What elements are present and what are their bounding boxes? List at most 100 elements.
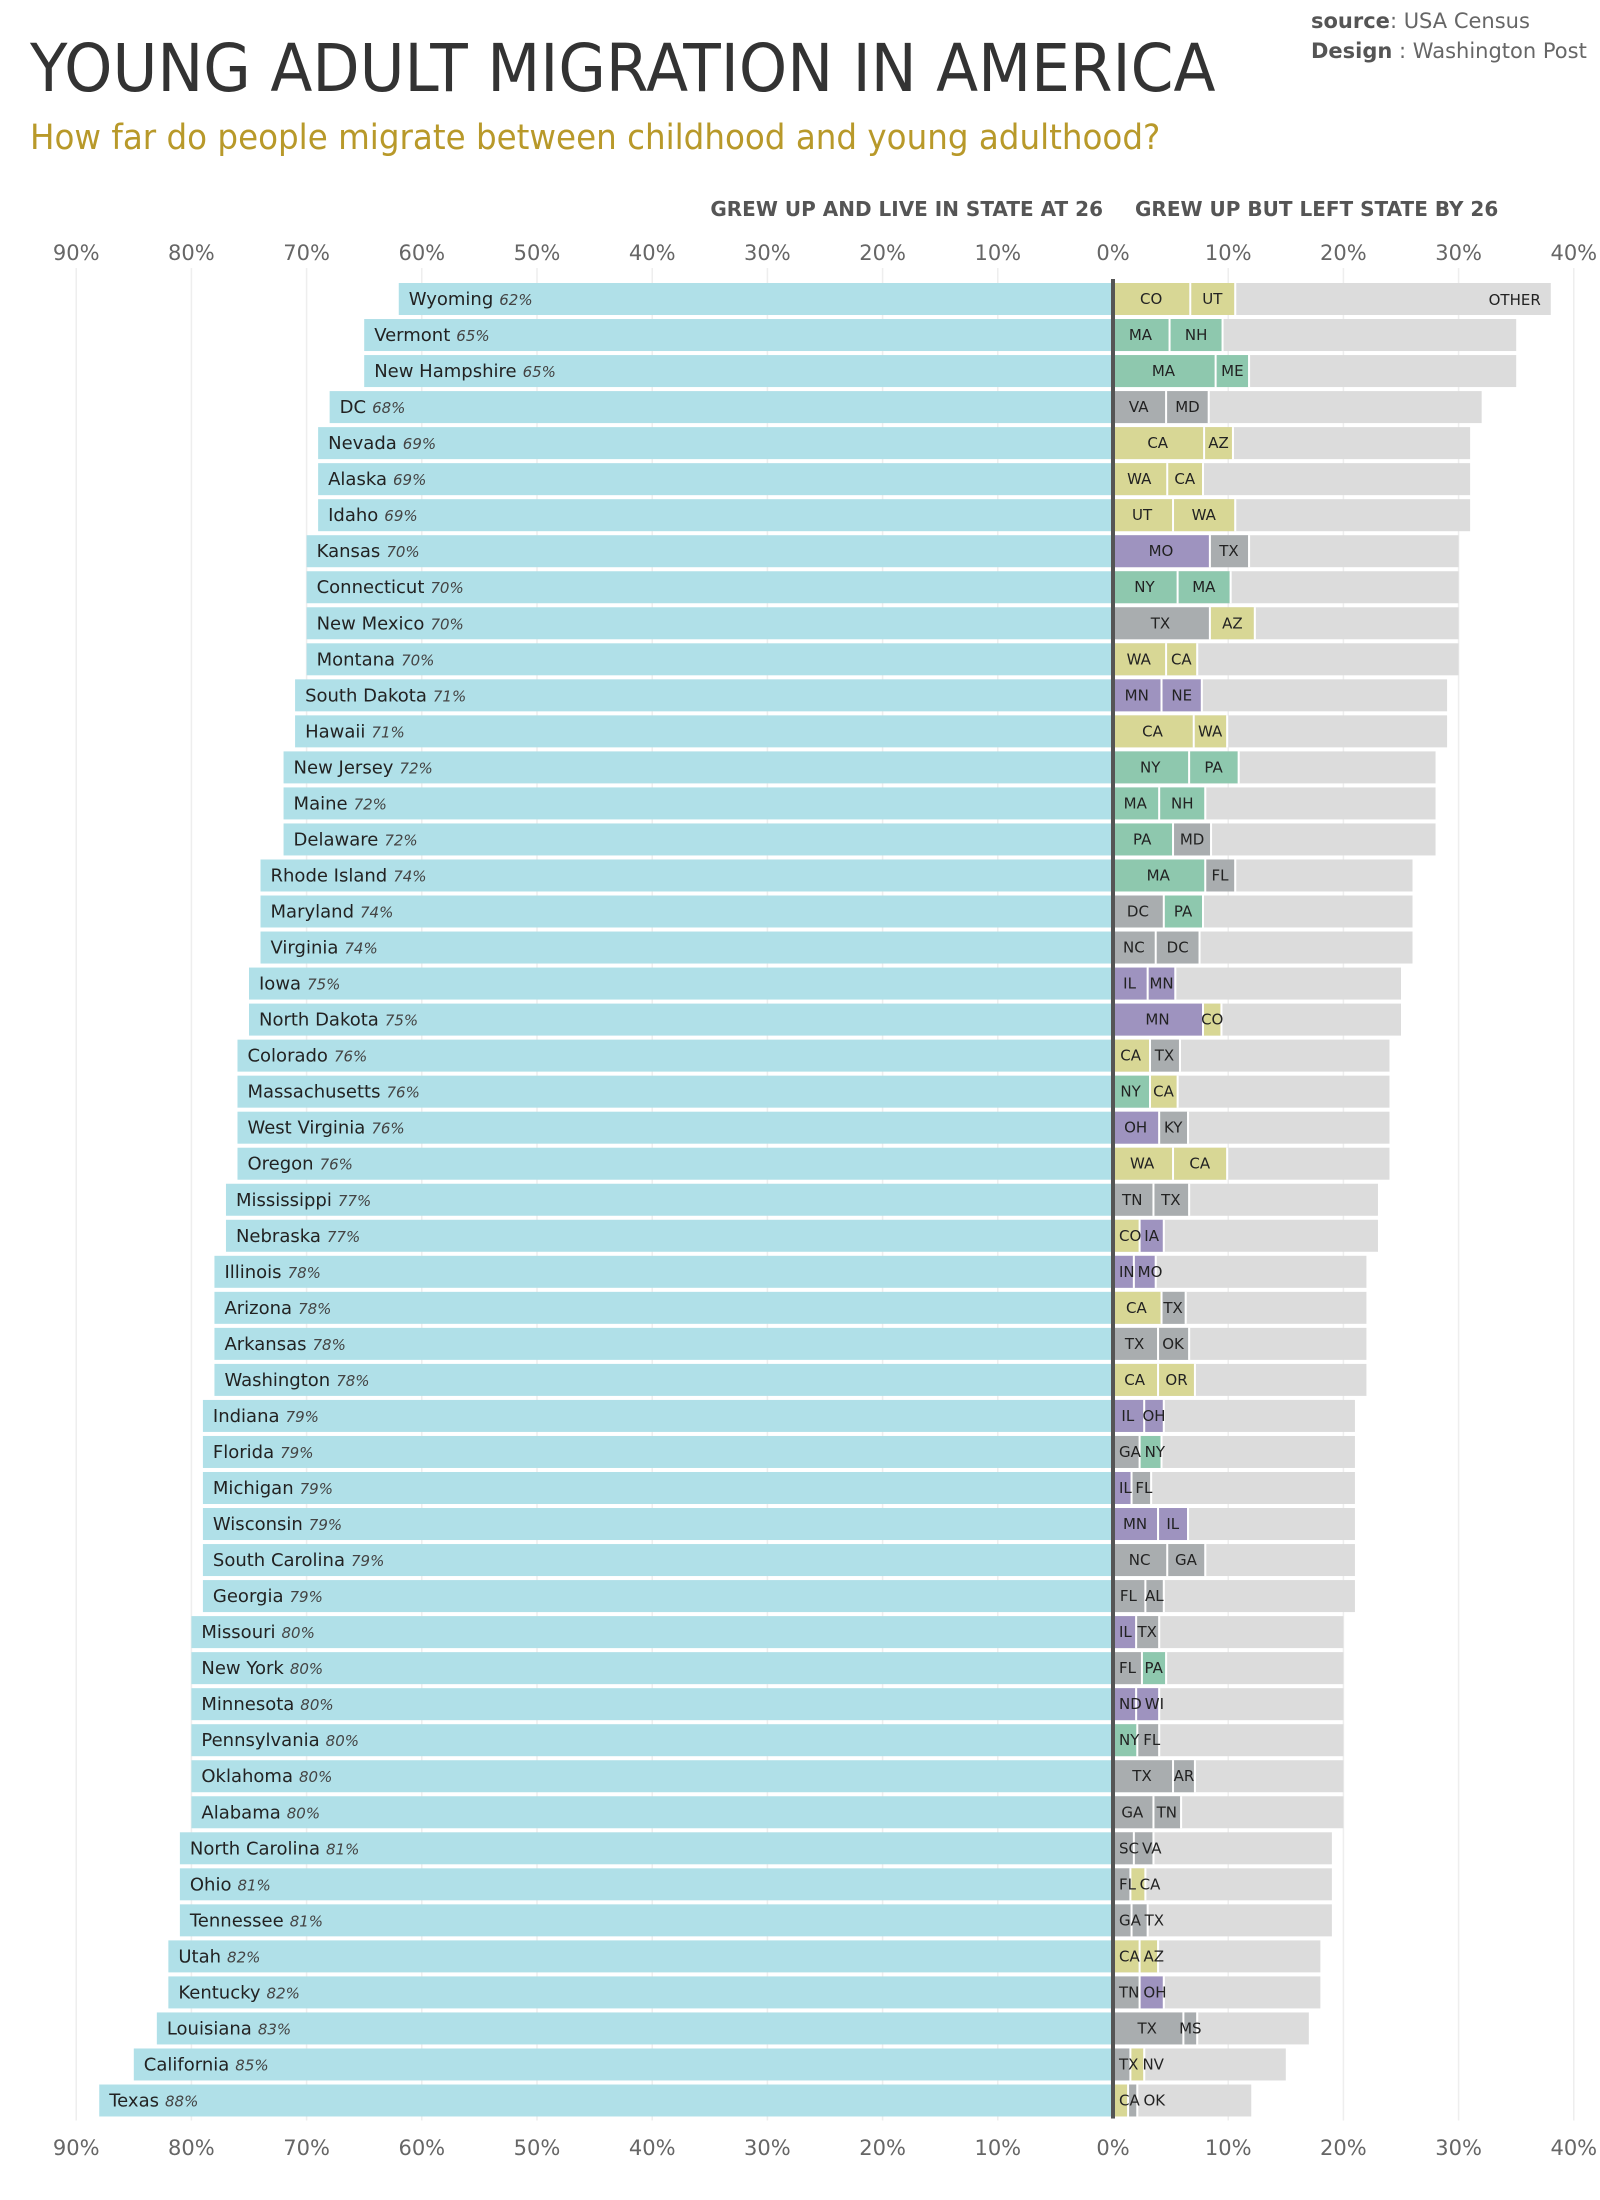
destination-label: MA <box>1152 362 1176 380</box>
destination-bar <box>1168 1544 1205 1577</box>
destination-label: TX <box>1150 614 1170 632</box>
destination-label: TX <box>1118 2055 1138 2073</box>
destination-bar <box>1113 2048 1130 2081</box>
destination-bar <box>1174 499 1235 532</box>
segment-gap <box>1146 1904 1149 1937</box>
destination-label: WA <box>1130 1155 1155 1173</box>
segment-gap <box>1135 1688 1138 1721</box>
destination-bar <box>1132 1904 1147 1937</box>
destination-label: MO <box>1138 1263 1163 1281</box>
destination-bar <box>1113 1363 1158 1396</box>
destination-label: SC <box>1119 1839 1139 1857</box>
segment-gap <box>1162 895 1165 928</box>
state-label: West Virginia 76% <box>247 1118 404 1139</box>
segment-gap <box>1165 391 1168 424</box>
destination-bar <box>1113 1904 1131 1937</box>
destination-label: IL <box>1119 1479 1132 1497</box>
destination-bar <box>1113 1940 1139 1973</box>
axis-tick-bottom: 20% <box>859 2136 906 2160</box>
state-label: Indiana 79% <box>213 1406 319 1427</box>
state-label: Michigan 79% <box>213 1478 333 1499</box>
axis-tick-bottom: 30% <box>1435 2136 1482 2160</box>
destination-label: MN <box>1123 1515 1147 1533</box>
state-label: Alaska 69% <box>328 469 426 490</box>
segment-gap <box>1138 1435 1141 1468</box>
destination-label: IL <box>1119 1623 1132 1641</box>
axis-tick-top: 70% <box>283 241 330 265</box>
stayed-bar <box>99 2084 1114 2117</box>
axis-tick-top: 0% <box>1096 241 1129 265</box>
destination-bar <box>1184 2012 1197 2045</box>
destination-bar <box>1113 751 1189 784</box>
segment-gap <box>1234 859 1237 892</box>
destination-label: GA <box>1119 1443 1142 1461</box>
destination-bar <box>1159 1508 1188 1541</box>
destination-bar <box>1140 1976 1163 2009</box>
destination-label: UT <box>1132 506 1153 524</box>
segment-gap <box>1143 1399 1146 1432</box>
state-label: Mississippi 77% <box>236 1190 371 1211</box>
destination-label: CA <box>1120 1047 1141 1065</box>
destination-bar <box>1140 1940 1158 1973</box>
destination-label: FL <box>1120 1587 1138 1605</box>
segment-gap <box>1165 643 1168 676</box>
destination-bar <box>1113 1471 1131 1504</box>
destination-label: FL <box>1211 866 1229 884</box>
segment-gap <box>1192 715 1195 748</box>
axis-tick-top: 10% <box>974 241 1021 265</box>
stayed-bar <box>191 1796 1113 1829</box>
destination-bar <box>1154 1796 1181 1829</box>
segment-gap <box>1130 1904 1133 1937</box>
destination-bar <box>1113 1868 1130 1901</box>
zero-axis-line <box>1111 279 1115 2119</box>
segment-gap <box>1172 1147 1175 1180</box>
segment-gap <box>1129 1868 1132 1901</box>
other-bar <box>1113 1868 1332 1901</box>
destination-label: TX <box>1124 1335 1144 1353</box>
segment-gap <box>1149 1075 1152 1108</box>
segment-gap <box>1130 1471 1133 1504</box>
segment-gap <box>1204 1544 1207 1577</box>
destination-label: GA <box>1121 1803 1144 1821</box>
destination-bar <box>1216 355 1249 388</box>
destination-bar <box>1113 535 1209 568</box>
destination-label: OR <box>1165 1371 1187 1389</box>
segment-gap <box>1210 823 1213 856</box>
destination-label: CA <box>1140 1875 1161 1893</box>
state-label: Hawaii 71% <box>305 721 405 742</box>
destination-label: VA <box>1142 1839 1162 1857</box>
segment-gap <box>1202 1003 1205 1036</box>
state-label: Oklahoma 80% <box>201 1766 332 1787</box>
state-label: Montana 70% <box>317 649 435 670</box>
segment-gap <box>1187 1111 1190 1144</box>
segment-gap <box>1226 1147 1229 1180</box>
destination-label: MO <box>1149 542 1174 560</box>
stayed-bar <box>179 1832 1113 1865</box>
destination-bar <box>1113 1580 1145 1613</box>
destination-label: OH <box>1124 1119 1147 1137</box>
stayed-bar <box>202 1580 1114 1613</box>
destination-bar <box>1113 2084 1128 2117</box>
stayed-bar <box>306 535 1114 568</box>
destination-bar <box>1159 1327 1189 1360</box>
stayed-bar <box>191 1724 1113 1757</box>
segment-gap <box>1178 1039 1181 1072</box>
axis-tick-top: 80% <box>168 241 215 265</box>
destination-label: MD <box>1175 398 1200 416</box>
destination-label: OH <box>1143 1407 1166 1425</box>
design-label: Design <box>1311 39 1393 63</box>
segment-gap <box>1150 1471 1153 1504</box>
destination-bar <box>1151 1039 1179 1072</box>
stayed-bar <box>202 1508 1114 1541</box>
state-label: Nevada 69% <box>328 433 436 454</box>
axis-tick-bottom: 40% <box>1550 2136 1597 2160</box>
destination-bar <box>1191 283 1235 315</box>
destination-label: AZ <box>1208 434 1229 452</box>
destination-label: CA <box>1153 1083 1174 1101</box>
destination-label: IL <box>1166 1515 1179 1533</box>
axis-tick-bottom: 90% <box>53 2136 100 2160</box>
segment-gap <box>1196 643 1199 676</box>
stayed-bar <box>306 571 1114 604</box>
segment-gap <box>1176 1075 1179 1108</box>
state-label: Arkansas 78% <box>224 1334 345 1355</box>
